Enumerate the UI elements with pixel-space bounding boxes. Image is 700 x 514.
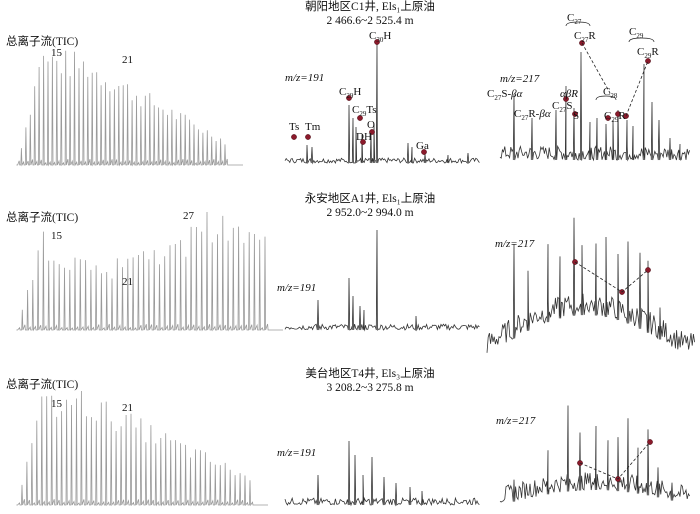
marker-s	[572, 111, 578, 117]
marker-c29ts	[357, 115, 363, 121]
panel2-title-line2: 2 952.0~2 994.0 m	[326, 207, 414, 219]
peak-label-dh: DH	[356, 131, 372, 143]
peak-label-c30h: C30H	[369, 30, 392, 45]
panel1-m217-label: m/z=217	[500, 73, 540, 85]
marker-c30h	[374, 39, 380, 45]
peak-label-c29ts: C29Ts	[352, 104, 377, 119]
peak-label-s: S	[573, 110, 580, 122]
dash-c27-c28	[581, 42, 611, 94]
dash-c28-c29	[625, 60, 649, 117]
panel3-tic-trace	[16, 390, 268, 507]
marker-tm	[305, 134, 311, 140]
panel3-m217-trace	[499, 405, 690, 503]
marker-c29h	[346, 95, 352, 101]
panel2-title-line1: 永安地区A1井, Els₁上原油	[304, 193, 436, 205]
peak-label-o: O	[367, 119, 375, 131]
bracket-c27	[565, 21, 591, 27]
peak-label-tm: Tm	[305, 121, 321, 133]
panel2-m217-label: m/z=217	[495, 238, 535, 250]
panel1-m217-trace	[499, 51, 690, 162]
panel3-tic-label: 总离子流(TIC)	[6, 379, 79, 391]
panel1-tic-peak-21: 21	[122, 54, 133, 66]
panel1-tic-trace	[16, 50, 243, 167]
peak-label-c27-group: C27	[567, 12, 582, 27]
panel1-title-line2: 2 466.6~2 525.4 m	[326, 15, 414, 27]
dash-p2	[574, 261, 649, 293]
peak-label-c29-group: C29	[629, 26, 644, 41]
panel1-m191-trace	[284, 42, 480, 165]
panel1-tic-label: 总离子流(TIC)	[6, 36, 79, 48]
panel1-title-line1: 朝阳地区C1井, Els₁上原油	[270, 0, 470, 14]
marker-ga	[421, 149, 427, 155]
dash-p3	[579, 441, 651, 480]
panel1-title-text: 朝阳地区C1井, Els₁上原油	[305, 1, 435, 13]
panel3-title-line2: 3 208.2~3 275.8 m	[326, 382, 414, 394]
panel3-m217-label: m/z=217	[496, 415, 536, 427]
marker-abr	[563, 96, 569, 102]
peak-label-abr: αβR	[560, 88, 578, 100]
panel2-tic-peak-27: 27	[183, 210, 194, 222]
panel3-tic-peak-15: 15	[51, 398, 62, 410]
marker-c28a	[605, 115, 611, 121]
panel3-m191-trace	[284, 440, 480, 507]
marker-c29r	[645, 58, 651, 64]
marker-o	[369, 129, 375, 135]
bracket-c29	[628, 37, 655, 43]
panel2-m191-label: m/z=191	[277, 282, 317, 294]
marker-c28b	[615, 111, 621, 117]
bracket-c28	[595, 95, 617, 101]
panel2-tic-label: 总离子流(TIC)	[6, 212, 79, 224]
marker-ts	[291, 134, 297, 140]
panel3-m191-label: m/z=191	[277, 447, 317, 459]
panel2-tic-trace	[16, 211, 283, 332]
peak-label-ts: Ts	[289, 121, 300, 133]
panel3-tic-peak-21: 21	[122, 402, 133, 414]
peak-label-c29r-low: C29R	[604, 110, 626, 125]
peak-label-c29h: C29H	[339, 86, 362, 101]
peak-label-c27r-ba: C27R-βα	[514, 108, 551, 123]
panel2-tic-peak-21: 21	[122, 276, 133, 288]
peak-label-ga: Ga	[416, 140, 429, 152]
panel2-m217-trace	[486, 217, 695, 353]
panel1-tic-peak-15: 15	[51, 47, 62, 59]
peak-label-c27r: C27R	[574, 30, 596, 45]
panel2-m191-trace	[284, 229, 480, 332]
marker-dh	[360, 139, 366, 145]
peak-label-c27s: C27S	[552, 100, 573, 115]
panel2-tic-peak-15: 15	[51, 230, 62, 242]
peak-label-c29r: C29R	[637, 46, 659, 61]
panel1-m191-label: m/z=191	[285, 72, 325, 84]
peak-label-c27s-ba: C27S-βα	[487, 88, 523, 103]
panel3-title-line1: 美台地区T4井, Els₃上原油	[305, 368, 435, 380]
peak-label-c28-group: C28	[603, 86, 618, 101]
